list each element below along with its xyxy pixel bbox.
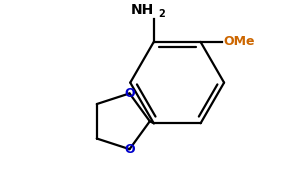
Text: OMe: OMe (223, 35, 255, 49)
Text: O: O (124, 143, 135, 156)
Text: 2: 2 (158, 9, 165, 19)
Text: NH: NH (130, 3, 154, 17)
Text: O: O (124, 87, 135, 100)
